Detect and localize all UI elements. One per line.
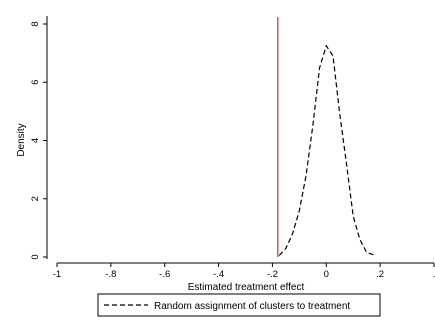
legend-label: Random assignment of clusters to treatme… [154,301,350,312]
y-tick-label: 8 [30,21,41,26]
axes: 0 2 4 6 8 -1 -.8 -.6 -.4 -.2 0 .2. [30,16,435,280]
x-tick-label: -1 [53,269,61,280]
series-layer [277,17,374,257]
x-tick-label: -.6 [159,269,170,280]
y-tick-label: 0 [30,254,41,259]
y-axis-title: Density [16,123,27,156]
x-tick-label: . [433,269,435,280]
x-axis-title: Estimated treatment effect [188,282,305,293]
y-tick-label: 4 [30,138,41,143]
x-tick-label: -.2 [267,269,278,280]
x-tick-label: .2 [376,269,384,280]
density-line [278,44,374,256]
y-tick-label: 6 [30,80,41,85]
y-tick-label: 2 [30,196,41,201]
x-tick-label: -.8 [105,269,116,280]
x-tick-label: -.4 [213,269,224,280]
x-tick-label: 0 [324,269,329,280]
legend-box [97,293,381,317]
legend: Random assignment of clusters to treatme… [97,293,381,317]
